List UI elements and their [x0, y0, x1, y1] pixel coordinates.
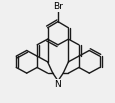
Text: Br: Br	[53, 2, 62, 11]
Text: N: N	[54, 80, 61, 89]
